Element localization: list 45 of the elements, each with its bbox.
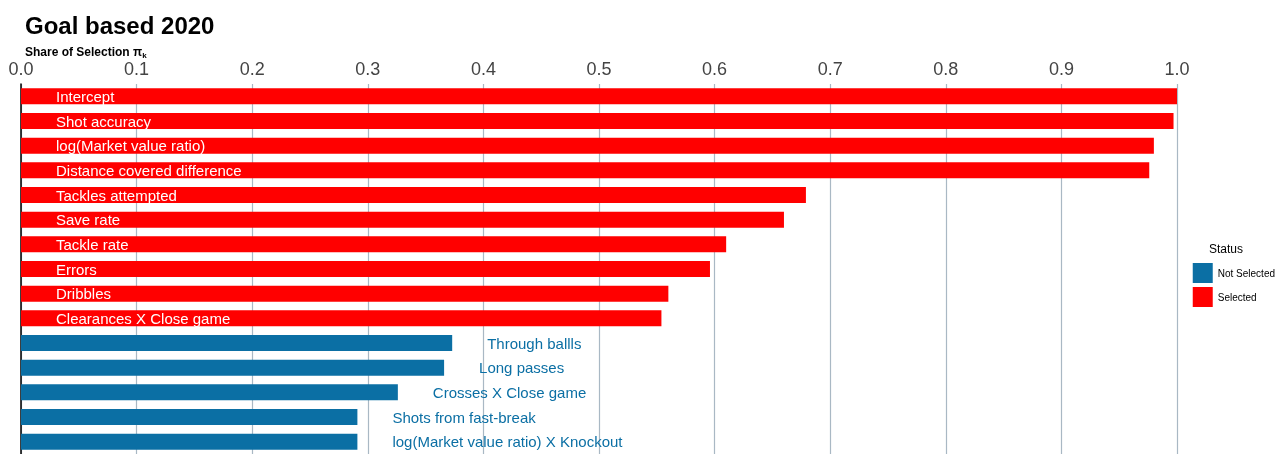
- x-tick-label: 0.8: [933, 59, 959, 79]
- y-tick-label: Distance covered difference: [56, 161, 242, 179]
- y-tick-label: Dribbles: [56, 285, 112, 303]
- bar: [21, 409, 358, 425]
- x-tick-label: 0.1: [124, 59, 150, 79]
- bar: [21, 137, 1154, 154]
- x-tick-label: 0.7: [817, 59, 843, 79]
- y-tick-label: Clearances X Close game: [56, 309, 231, 327]
- y-tick-label: Through ballls: [487, 334, 582, 352]
- y-tick-label: Shot accuracy: [56, 112, 152, 130]
- x-tick-label: 0.5: [586, 59, 612, 79]
- bar: [21, 162, 1150, 179]
- bar: [21, 236, 727, 253]
- x-tick-label: 0.3: [355, 59, 381, 79]
- x-tick-label: 0.4: [470, 59, 496, 79]
- bar: [21, 88, 1177, 105]
- x-tick-label: 0.2: [239, 59, 265, 79]
- bar: [21, 310, 662, 327]
- legend-title: Status: [1208, 242, 1244, 256]
- chart-title: Goal based 2020: [25, 11, 215, 39]
- y-tick-label: Intercept: [56, 87, 116, 105]
- bar: [21, 359, 445, 376]
- bar: [21, 187, 806, 203]
- bar: [21, 261, 710, 277]
- y-tick-label: Shots from fast-break: [392, 408, 537, 426]
- bar: [21, 211, 784, 228]
- bar: [21, 433, 358, 450]
- bar: [21, 384, 398, 401]
- bar: [21, 113, 1174, 129]
- x-tick-label: 1.0: [1164, 59, 1190, 79]
- y-tick-label: Tackles attempted: [56, 186, 177, 204]
- y-tick-label: Errors: [56, 260, 97, 278]
- legend-label: Selected: [1217, 291, 1257, 303]
- x-tick-label: 0.9: [1048, 59, 1074, 79]
- x-tick-label: 0.0: [8, 59, 34, 79]
- y-tick-label: Crosses X Close game: [432, 383, 587, 401]
- bar: [21, 285, 669, 302]
- bar: [21, 335, 453, 351]
- x-tick-label: 0.6: [702, 59, 728, 79]
- y-tick-label: Tackle rate: [56, 235, 129, 253]
- legend-label: Not Selected: [1217, 267, 1276, 279]
- y-tick-label: log(Market value ratio) X Knockout: [392, 433, 624, 451]
- y-tick-label: Save rate: [56, 211, 121, 229]
- y-tick-label: log(Market value ratio): [56, 137, 206, 155]
- y-tick-label: Long passes: [479, 359, 565, 377]
